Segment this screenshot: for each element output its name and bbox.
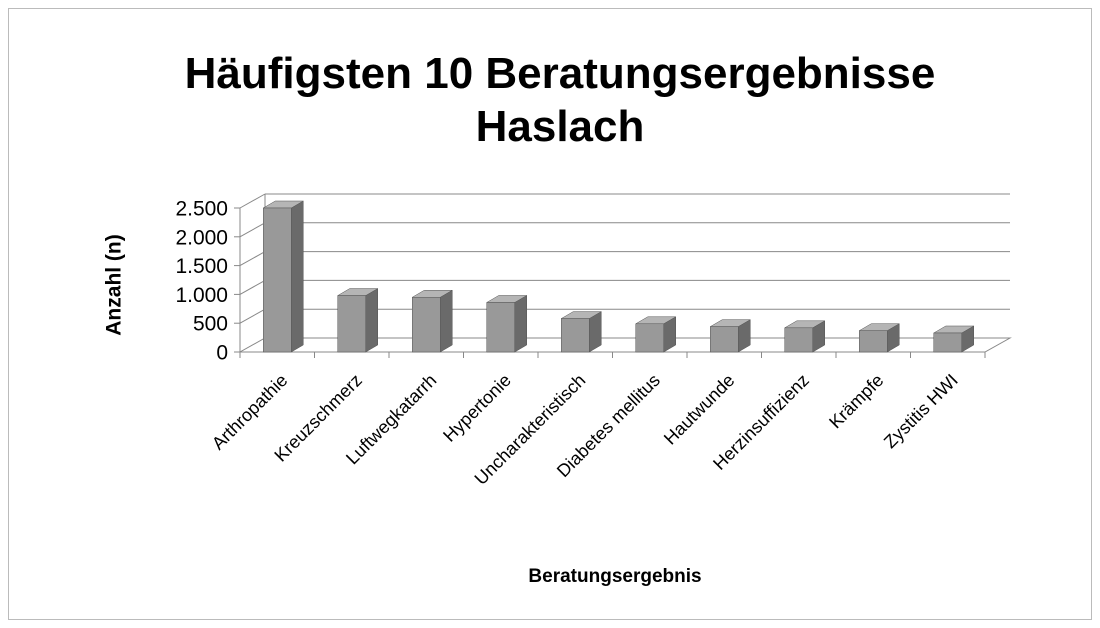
y-tick-label: 500: [193, 313, 228, 336]
grid-line: [239, 308, 266, 324]
bar-side: [440, 289, 453, 353]
grid-line: [239, 251, 266, 267]
bar-side: [365, 288, 378, 353]
y-tick-label: 1.500: [175, 255, 228, 278]
bar: [486, 302, 515, 353]
y-tick-label: 2.500: [175, 198, 228, 221]
bar: [263, 207, 292, 353]
chart-frame: [8, 8, 1092, 620]
bar: [337, 295, 366, 353]
bar: [933, 332, 962, 353]
bar-side: [291, 200, 304, 353]
y-tick-label: 2.000: [175, 226, 228, 249]
y-axis-title: Anzahl (n): [103, 234, 126, 335]
y-tick-label: 0: [216, 342, 228, 365]
x-axis-title: Beratungsergebnis: [528, 566, 701, 587]
grid-line: [239, 222, 266, 238]
bar: [784, 327, 813, 353]
bar: [412, 297, 441, 353]
bar: [561, 318, 590, 353]
grid-line: [239, 279, 266, 295]
grid-line: [239, 193, 266, 209]
bar: [859, 330, 888, 353]
bar: [635, 323, 664, 353]
bar: [710, 326, 739, 353]
y-tick-label: 1.000: [175, 284, 228, 307]
chart-title: Häufigsten 10 Beratungsergebnisse Haslach: [185, 49, 936, 151]
bar-side: [514, 295, 527, 353]
